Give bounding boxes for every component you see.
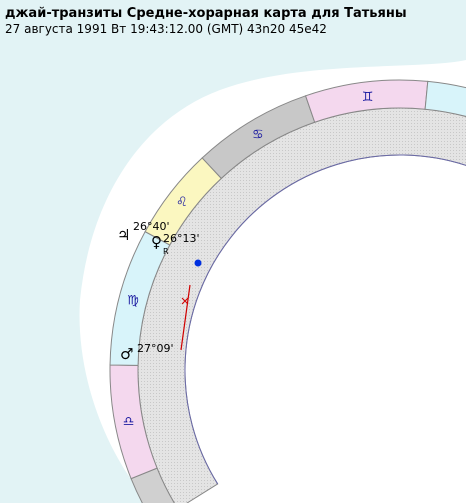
sign-glyph: ♋	[252, 127, 264, 142]
point-marker	[194, 259, 202, 267]
aspect-cross	[181, 297, 189, 305]
sign-glyph: ♎	[123, 414, 135, 429]
planet-glyph: ♂	[120, 345, 133, 363]
labels: ♎ ♍ ♌ ♋ ♊ ♃ 26°40'♀ 26°13' R ♂ 27°09'	[117, 90, 373, 429]
sign-segment	[424, 80, 466, 118]
planet-glyph: ♀	[151, 233, 162, 251]
planet-degree: 27°09'	[137, 342, 174, 355]
wheel	[109, 79, 466, 503]
sign-glyph: ♍	[127, 294, 139, 309]
planet-degree: 26°13'	[163, 232, 200, 245]
aspect-line	[180, 284, 191, 351]
sign-glyph: ♊	[362, 90, 374, 105]
inner-circle	[184, 154, 466, 485]
retrograde-mark: R	[163, 247, 169, 256]
title: джай-транзиты Средне-хорарная карта для …	[5, 6, 407, 21]
planet-degree: 26°40'	[133, 220, 170, 233]
sign-glyph: ♌	[176, 195, 188, 210]
planet-glyph: ♃	[117, 226, 130, 244]
subtitle: 27 августа 1991 Вт 19:43:12.00 (GMT) 43n…	[5, 22, 327, 36]
